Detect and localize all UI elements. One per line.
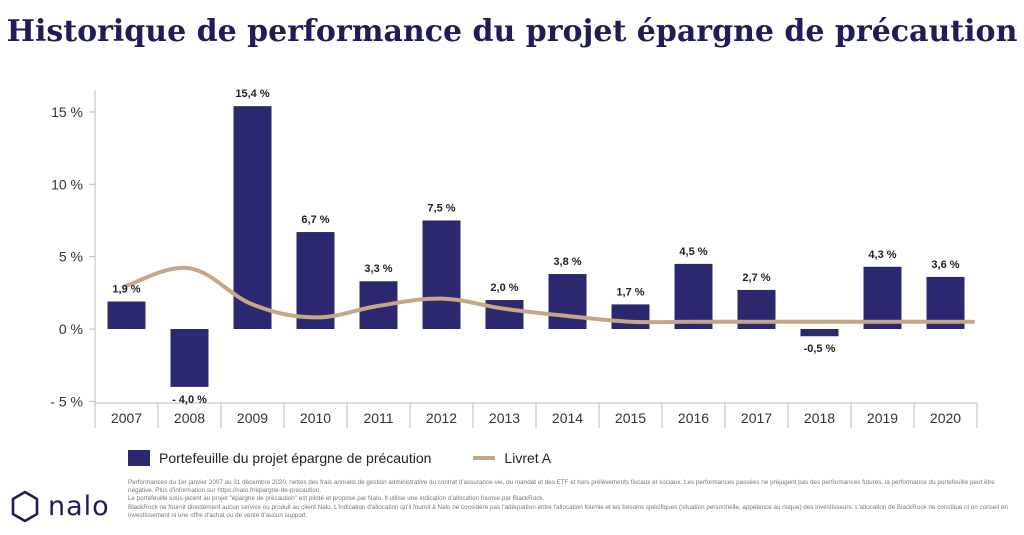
y-tick-label: - 5 % bbox=[50, 393, 83, 409]
x-tick-label: 2017 bbox=[741, 410, 772, 426]
bar bbox=[233, 106, 272, 329]
data-label: 2,0 % bbox=[490, 282, 518, 294]
x-tick-label: 2009 bbox=[237, 410, 268, 426]
footnotes: Performances du 1er janvier 2007 au 31 d… bbox=[128, 479, 1008, 520]
logo-text: nalo bbox=[48, 491, 110, 522]
data-label: 1,9 % bbox=[112, 284, 140, 296]
data-label: 2,7 % bbox=[742, 272, 770, 284]
nalo-logo: nalo bbox=[10, 490, 110, 523]
data-label: 4,5 % bbox=[679, 246, 707, 258]
data-label: 3,8 % bbox=[553, 256, 581, 268]
bar bbox=[170, 329, 209, 387]
bar bbox=[548, 274, 587, 329]
y-tick-label: 10 % bbox=[51, 176, 83, 192]
x-tick-label: 2019 bbox=[867, 410, 898, 426]
hexagon-icon bbox=[11, 490, 39, 523]
legend-item-portfolio: Portefeuille du projet épargne de précau… bbox=[128, 450, 431, 466]
bar bbox=[107, 301, 146, 329]
x-axis: 2007 2008 2009 2010 2011 2012 2013 2014 2015 2016… bbox=[94, 402, 978, 428]
x-tick-label: 2013 bbox=[489, 410, 520, 426]
data-label: 6,7 % bbox=[301, 214, 329, 226]
data-label: 3,6 % bbox=[931, 259, 959, 271]
y-tick-label: 15 % bbox=[51, 104, 83, 120]
legend-label-portfolio: Portefeuille du projet épargne de précau… bbox=[159, 450, 432, 466]
x-tick-label: 2016 bbox=[678, 410, 709, 426]
data-labels: 1,9 % - 4,0 % 15,4 % 6,7 % 3,3 % 7,5 % 2,0 % 3,… bbox=[112, 88, 959, 406]
data-label: 15,4 % bbox=[235, 88, 269, 100]
x-tick-label: 2018 bbox=[804, 410, 835, 426]
x-tick-label: 2014 bbox=[552, 410, 583, 426]
bar bbox=[800, 329, 839, 337]
livret-a-line bbox=[124, 265, 975, 325]
footnote: Performances du 1er janvier 2007 au 31 d… bbox=[128, 479, 995, 495]
y-axis: 15 % 10 % 5 % 0 % - 5 % bbox=[50, 90, 96, 409]
legend-label-livret-a: Livret A bbox=[504, 450, 552, 466]
footnote: BlackRock ne fournit directement aucun s… bbox=[128, 503, 1008, 519]
legend: Portefeuille du projet épargne de précau… bbox=[128, 450, 593, 466]
bar bbox=[863, 266, 902, 329]
x-tick-label: 2011 bbox=[363, 410, 393, 426]
data-label: 7,5 % bbox=[427, 202, 455, 214]
data-label: 3,3 % bbox=[364, 263, 392, 275]
chart-title: Historique de performance du projet épar… bbox=[6, 14, 1018, 49]
x-tick-label: 2010 bbox=[300, 410, 331, 426]
x-tick-label: 2012 bbox=[426, 410, 457, 426]
data-label: 4,3 % bbox=[868, 249, 896, 261]
data-label: - 4,0 % bbox=[172, 394, 207, 406]
data-label: 1,7 % bbox=[616, 286, 644, 298]
line-series bbox=[124, 265, 975, 325]
y-tick-label: 5 % bbox=[59, 249, 83, 265]
bar bbox=[422, 220, 461, 329]
bar bbox=[611, 304, 650, 329]
data-label: -0,5 % bbox=[804, 343, 836, 355]
x-tick-label: 2020 bbox=[930, 410, 961, 426]
x-tick-label: 2007 bbox=[111, 410, 142, 426]
legend-swatch-bar bbox=[128, 450, 150, 466]
bar-series bbox=[107, 106, 965, 387]
legend-swatch-line bbox=[473, 456, 496, 460]
chart-area: 15 % 10 % 5 % 0 % - 5 % 2007 2008 2009 2010 2011… bbox=[50, 88, 978, 428]
y-tick-label: 0 % bbox=[59, 321, 83, 337]
bar bbox=[485, 300, 524, 329]
x-tick-label: 2008 bbox=[174, 410, 205, 426]
footnote: Le portefeuille sous-jacent au projet "é… bbox=[128, 495, 545, 503]
bar bbox=[674, 263, 713, 329]
bar bbox=[296, 232, 335, 329]
x-tick-label: 2015 bbox=[615, 410, 646, 426]
legend-item-livret-a: Livret A bbox=[473, 450, 551, 466]
